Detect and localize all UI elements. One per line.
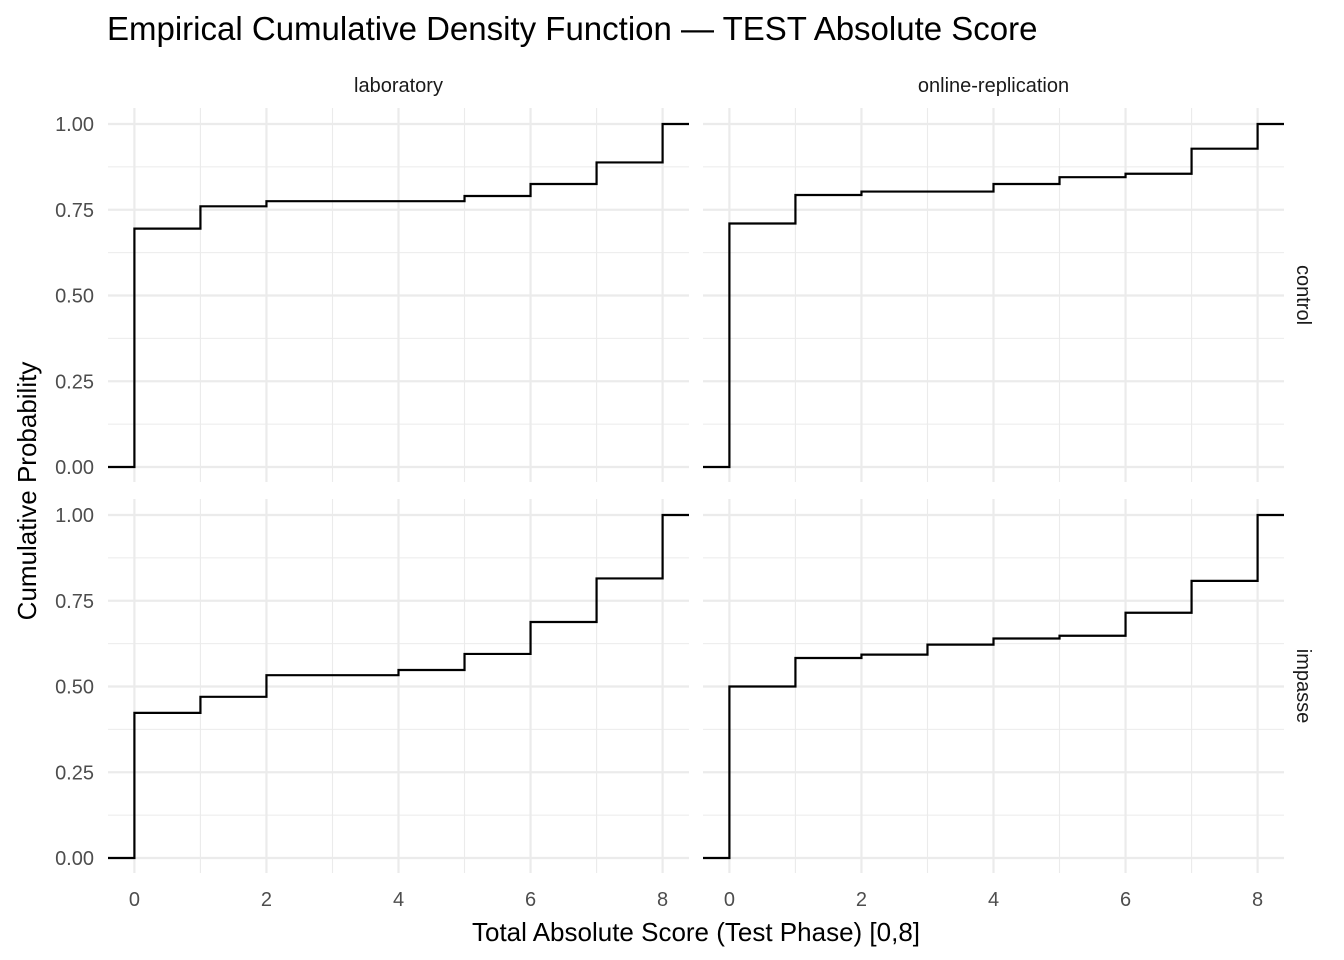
x-tick-label: 6 bbox=[525, 889, 536, 911]
ecdf-step-line-laboratory-impasse bbox=[108, 513, 689, 860]
y-tick-label: 0.00 bbox=[55, 457, 94, 479]
y-tick-label: 0.50 bbox=[55, 677, 94, 699]
y-tick-label: 0.25 bbox=[55, 371, 94, 393]
y-tick-label: 0.00 bbox=[55, 848, 94, 870]
x-tick-label: 2 bbox=[856, 889, 867, 911]
panel-online-replication-control bbox=[703, 108, 1284, 482]
x-tick-label: 8 bbox=[657, 889, 668, 911]
ecdf-step-line-online-replication-impasse bbox=[703, 513, 1284, 860]
x-axis-title: Total Absolute Score (Test Phase) [0,8] bbox=[472, 917, 920, 947]
ecdf-step-line-laboratory-control bbox=[108, 122, 689, 469]
chart-title: Empirical Cumulative Density Function — … bbox=[107, 10, 1038, 47]
y-axis-title: Cumulative Probability bbox=[12, 362, 42, 621]
panel-laboratory-impasse: 0.00 0.25 0.50 0.75 1.00 0 2 4 6 8 bbox=[55, 499, 689, 911]
y-tick-label: 0.25 bbox=[55, 762, 94, 784]
x-tick-label: 2 bbox=[261, 889, 272, 911]
panel-laboratory-control: 0.00 0.25 0.50 0.75 1.00 bbox=[55, 108, 689, 482]
x-tick-label: 0 bbox=[724, 889, 735, 911]
facet-panels: 0.00 0.25 0.50 0.75 1.00 0.00 0.25 0.50 0.75 1.00… bbox=[55, 75, 1314, 911]
y-tick-label: 0.75 bbox=[55, 200, 94, 222]
facet-row-label: control bbox=[1292, 265, 1314, 325]
x-tick-label: 4 bbox=[988, 889, 999, 911]
ecdf-step-line-online-replication-control bbox=[703, 122, 1284, 469]
x-tick-label: 0 bbox=[129, 889, 140, 911]
facet-row-label: impasse bbox=[1292, 649, 1314, 723]
x-tick-label: 8 bbox=[1252, 889, 1263, 911]
y-tick-label: 1.00 bbox=[55, 114, 94, 136]
y-tick-label: 1.00 bbox=[55, 505, 94, 527]
x-tick-label: 4 bbox=[393, 889, 404, 911]
x-tick-label: 6 bbox=[1120, 889, 1131, 911]
panel-online-replication-impasse: 0 2 4 6 8 bbox=[703, 499, 1284, 911]
facet-column-label: laboratory bbox=[354, 75, 443, 97]
y-tick-label: 0.75 bbox=[55, 591, 94, 613]
y-tick-label: 0.50 bbox=[55, 286, 94, 308]
facet-column-label: online-replication bbox=[918, 75, 1069, 97]
